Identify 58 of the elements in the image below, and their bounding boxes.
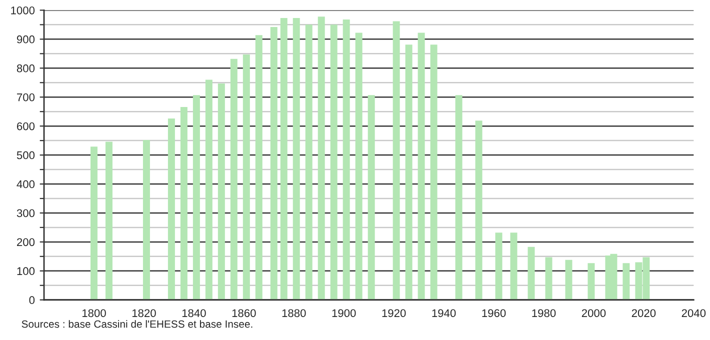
x-tick-label: 1860: [232, 309, 256, 318]
bar: [355, 32, 362, 300]
bar: [105, 142, 112, 300]
bar: [565, 260, 572, 300]
bar: [242, 54, 250, 300]
x-tick-label: 2020: [632, 309, 656, 318]
bar: [305, 24, 312, 300]
x-tick-label: 2000: [582, 309, 606, 318]
source-note: Sources : base Cassini de l'EHESS et base Insee.: [22, 320, 252, 328]
y-tick-label: 600: [17, 122, 35, 130]
x-tick-label: 1980: [532, 309, 556, 318]
bar: [330, 24, 338, 300]
bar: [205, 80, 212, 300]
y-tick-label: 300: [16, 209, 35, 218]
bar: [255, 35, 262, 300]
bar: [510, 232, 518, 300]
bar: [280, 18, 288, 300]
bar: [430, 44, 438, 300]
x-tick-label: 1960: [482, 309, 506, 318]
bar: [218, 83, 225, 300]
x-tick-label: 1880: [282, 309, 306, 318]
bar: [270, 27, 278, 300]
x-tick-label: 1900: [332, 309, 356, 318]
y-tick-label: 700: [17, 93, 35, 102]
bar: [292, 18, 300, 300]
y-tick-label: 800: [16, 64, 35, 72]
bar: [230, 58, 238, 300]
bar: [342, 19, 350, 300]
y-tick-label: 400: [16, 180, 35, 188]
bar: [142, 140, 150, 300]
bar: [622, 263, 630, 300]
bar: [192, 95, 200, 300]
y-tick-label: 500: [16, 151, 35, 160]
bar: [418, 32, 425, 300]
bar: [405, 44, 412, 300]
x-tick-label: 1940: [432, 309, 456, 318]
y-tick-label: 100: [17, 267, 35, 276]
y-tick-label: 200: [17, 238, 35, 246]
bar: [545, 257, 552, 300]
bar: [180, 106, 188, 300]
x-tick-label: 1920: [382, 309, 406, 318]
bar: [168, 118, 175, 300]
bar: [318, 16, 325, 300]
bar: [495, 232, 502, 300]
x-tick-label: 1820: [132, 309, 156, 318]
bar: [475, 120, 482, 300]
bar: [455, 95, 462, 300]
y-tick-label: 1000: [11, 6, 35, 14]
x-tick-label: 2040: [682, 309, 706, 318]
bar: [392, 21, 400, 300]
x-tick-label: 1800: [82, 309, 106, 318]
bar: [528, 246, 535, 300]
bar: [368, 95, 375, 300]
bar: [90, 146, 98, 300]
y-tick-label: 0: [29, 296, 35, 304]
y-tick-label: 900: [16, 35, 35, 44]
bar: [588, 263, 595, 300]
x-tick-label: 1840: [182, 309, 206, 318]
